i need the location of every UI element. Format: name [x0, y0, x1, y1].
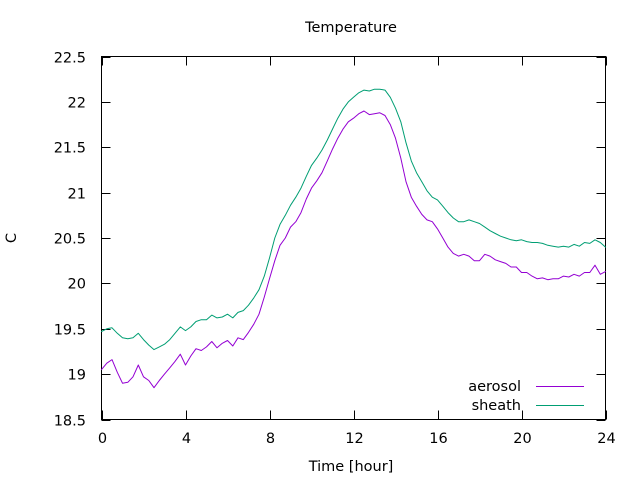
y-tick-label: 19 — [68, 368, 86, 384]
x-tick-label: 8 — [266, 431, 275, 447]
series-line-aerosol — [101, 110, 606, 389]
x-tick-label: 20 — [513, 431, 531, 447]
y-tick-label: 20 — [68, 277, 86, 293]
y-tick-label: 20.5 — [54, 232, 86, 248]
y-tick-label: 18.5 — [54, 414, 86, 430]
y-tick-label: 22.5 — [54, 51, 86, 67]
legend: aerosol sheath — [468, 379, 584, 414]
y-tick-label: 21.5 — [54, 141, 86, 157]
series-layer — [101, 88, 606, 389]
x-tick-label: 0 — [98, 431, 107, 447]
legend-label-aerosol: aerosol — [468, 379, 521, 395]
x-axis: 0 4 8 12 16 20 24 — [98, 56, 616, 447]
y-tick-label: 19.5 — [54, 323, 86, 339]
y-axis-label: C — [4, 233, 20, 243]
y-tick-label: 22 — [68, 96, 86, 112]
x-tick-label: 4 — [182, 431, 191, 447]
y-axis: 18.5 19 19.5 20 20.5 21 21.5 22 22.5 — [54, 51, 606, 430]
chart-title: Temperature — [304, 20, 397, 36]
x-tick-label: 12 — [345, 431, 363, 447]
y-tick-label: 21 — [68, 187, 86, 203]
legend-label-sheath: sheath — [472, 398, 521, 414]
x-axis-label: Time [hour] — [308, 459, 394, 475]
plot-frame — [101, 56, 606, 420]
x-tick-label: 16 — [429, 431, 447, 447]
x-tick-label: 24 — [597, 431, 615, 447]
series-line-sheath — [101, 88, 606, 351]
